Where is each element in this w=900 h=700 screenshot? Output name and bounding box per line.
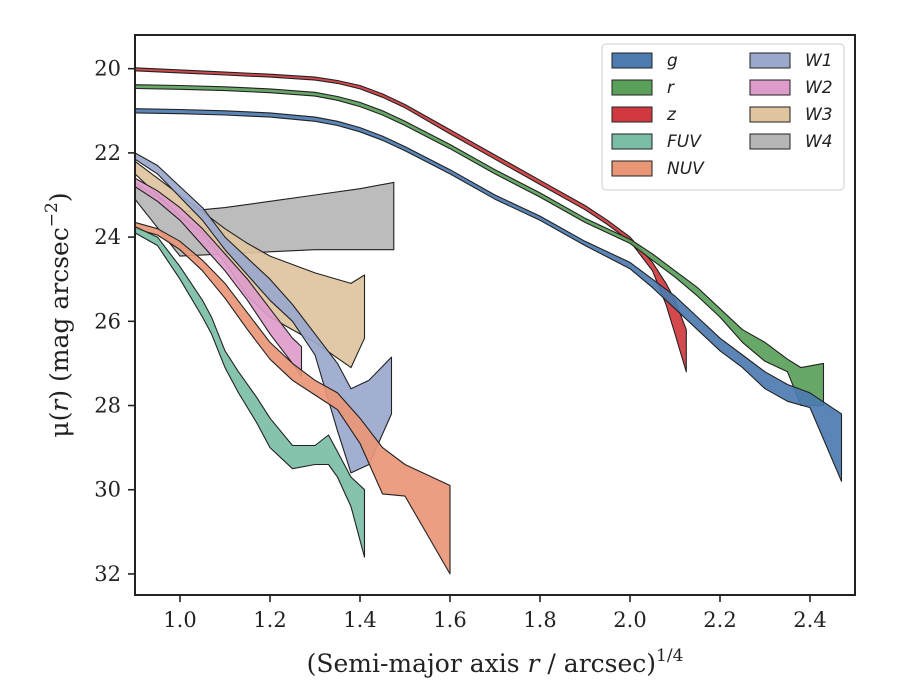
legend-swatch-nuv	[611, 160, 653, 177]
legend-label-g: g	[667, 51, 678, 71]
legend-label-z: z	[666, 105, 677, 125]
legend-swatch-r	[611, 79, 653, 96]
y-tick-label: 22	[94, 141, 121, 165]
x-tick-label: 1.6	[433, 608, 466, 632]
x-tick-label: 1.0	[163, 608, 196, 632]
legend-label-nuv: NUV	[667, 159, 705, 179]
y-tick-label: 20	[94, 57, 121, 81]
legend-swatch-fuv	[611, 133, 653, 150]
y-axis-label: μ(r) (mag arcsec−2)	[42, 192, 74, 437]
y-tick-label: 26	[94, 309, 121, 333]
legend-swatch-g	[611, 52, 653, 69]
y-axis-label-close: )	[45, 192, 74, 202]
x-tick-label: 1.4	[343, 608, 376, 632]
bands	[135, 67, 843, 575]
band-fuv	[135, 226, 366, 558]
band-nuv	[135, 221, 451, 575]
x-tick-label: 2.0	[613, 608, 646, 632]
y-tick-label: 24	[94, 225, 121, 249]
y-axis-label-main: μ(	[45, 412, 74, 438]
x-tick-label: 2.4	[793, 608, 826, 632]
legend-label-r: r	[667, 78, 675, 98]
legend-label-w1: W1	[805, 51, 833, 71]
y-tick-label: 30	[94, 478, 121, 502]
legend-swatch-w4	[749, 133, 791, 150]
x-axis: 1.0 1.2 1.4 1.6 1.8 2.0 2.2 2.4	[163, 595, 827, 632]
legend-label-w4: W4	[805, 132, 833, 152]
legend-label-w3: W3	[805, 105, 833, 125]
x-tick-label: 1.8	[523, 608, 556, 632]
y-tick-label: 32	[94, 562, 121, 586]
x-axis-label: (Semi-major axis r / arcsec)1/4	[307, 646, 684, 678]
legend-label-fuv: FUV	[667, 132, 702, 152]
y-axis-label-var: r	[45, 398, 74, 412]
legend-swatch-w3	[749, 106, 791, 123]
legend-label-w2: W2	[805, 78, 833, 98]
band-z	[135, 67, 687, 373]
y-axis-label-sup: −2	[42, 202, 62, 227]
x-tick-label: 2.2	[703, 608, 736, 632]
x-tick-label: 1.2	[253, 608, 286, 632]
band-g	[135, 108, 843, 482]
legend-swatch-w2	[749, 79, 791, 96]
x-axis-label-unit: / arcsec)	[539, 649, 656, 678]
x-axis-label-var: r	[528, 649, 542, 678]
y-tick-label: 28	[94, 394, 121, 418]
y-axis: 20 22 24 26 28 30 32	[94, 57, 135, 586]
plot-frame	[134, 34, 856, 596]
x-axis-label-sup: 1/4	[656, 646, 683, 666]
legend-swatch-z	[611, 106, 653, 123]
y-axis-label-unit: ) (mag arcsec	[45, 227, 74, 400]
legend-swatch-w1	[749, 52, 791, 69]
legend: grz FUV NUV W1 W2 W3 W4	[601, 43, 845, 191]
x-axis-label-main: (Semi-major axis	[307, 649, 528, 678]
